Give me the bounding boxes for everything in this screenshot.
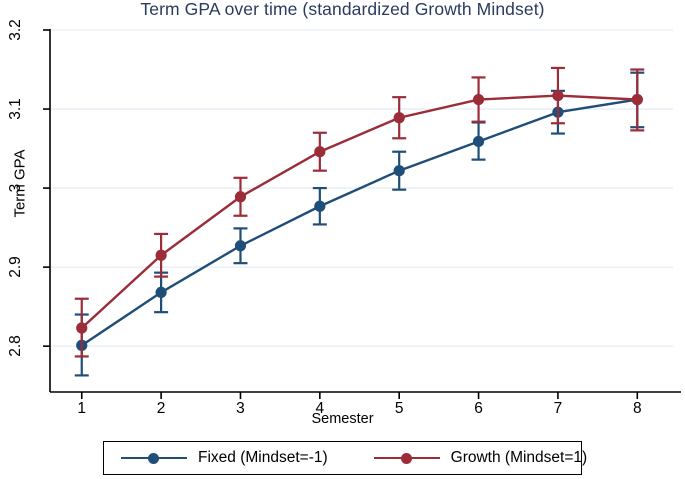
data-point xyxy=(155,249,167,261)
data-point xyxy=(234,191,247,203)
legend-label-growth: Growth (Mindset=1) xyxy=(450,449,588,466)
x-tick-label: 2 xyxy=(156,400,166,417)
y-tick-label: 3.2 xyxy=(7,19,24,41)
data-point xyxy=(234,240,247,252)
data-point xyxy=(314,200,326,212)
axis-lines xyxy=(49,29,681,393)
x-tick-label: 1 xyxy=(77,400,87,417)
legend-label-fixed: Fixed (Mindset=-1) xyxy=(198,449,328,466)
y-tick-label: 2.9 xyxy=(7,256,24,278)
data-point xyxy=(76,322,88,334)
x-tick-label: 7 xyxy=(553,400,563,417)
x-tick-label: 4 xyxy=(315,400,325,417)
series-growth xyxy=(74,66,645,358)
x-tick-label: 3 xyxy=(236,400,245,417)
data-point xyxy=(393,112,405,124)
data-point xyxy=(314,146,326,158)
x-tick-label: 8 xyxy=(632,400,642,417)
y-tick-label: 3.1 xyxy=(7,98,24,120)
data-point xyxy=(393,165,405,177)
y-tick-label: 3 xyxy=(7,183,24,193)
x-tick-label: 5 xyxy=(394,400,404,417)
data-point xyxy=(155,286,167,299)
data-series-layer xyxy=(74,66,645,377)
data-point xyxy=(552,90,564,102)
legend-swatch-fixed xyxy=(121,451,187,465)
legend-item-fixed[interactable]: Fixed (Mindset=-1) xyxy=(121,442,328,474)
data-point xyxy=(472,93,485,106)
data-point xyxy=(472,135,485,148)
legend: Fixed (Mindset=-1) Growth (Mindset=1) xyxy=(103,441,587,475)
legend-item-growth[interactable]: Growth (Mindset=1) xyxy=(373,442,588,474)
x-axis-label: Semester xyxy=(311,411,374,427)
chart-title: Term GPA over time (standardized Growth … xyxy=(140,0,545,19)
data-point xyxy=(631,93,643,106)
x-tick-label: 6 xyxy=(474,400,483,417)
axis-ticks xyxy=(43,29,639,399)
y-tick-label: 2.8 xyxy=(7,335,24,357)
legend-swatch-growth xyxy=(373,451,440,465)
